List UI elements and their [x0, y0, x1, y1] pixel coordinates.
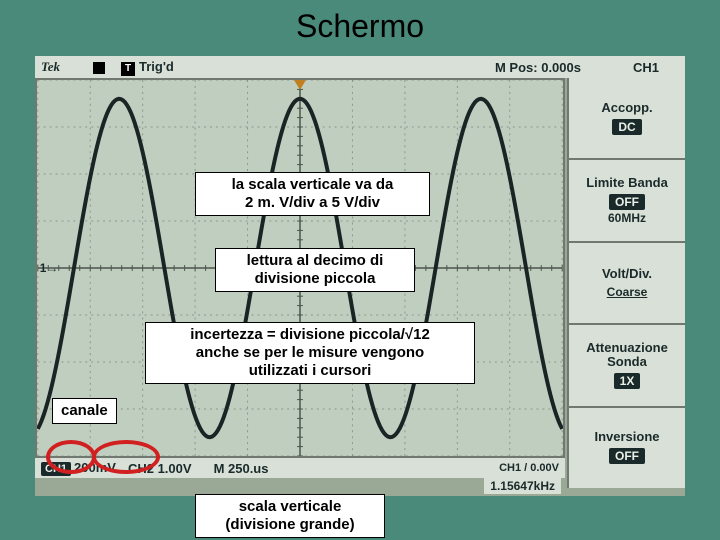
side-text: Coarse: [573, 285, 681, 299]
side-attenuazione: Attenuazione Sonda 1X: [569, 325, 685, 407]
scope-header: Tek TTrig'd M Pos: 0.000s CH1: [35, 56, 685, 78]
annotation-lettura: lettura al decimo di divisione piccola: [215, 248, 415, 292]
annotation-incertezza: incertezza = divisione piccola/√12 anche…: [145, 322, 475, 384]
side-limite-banda: Limite Banda OFF 60MHz: [569, 160, 685, 242]
side-badge: 1X: [614, 373, 641, 389]
freq-readout: 1.15647kHz: [484, 478, 561, 494]
brand-label: Tek: [35, 59, 83, 75]
side-badge: OFF: [609, 448, 645, 464]
annotation-canale: canale: [52, 398, 117, 424]
side-voltdiv: Volt/Div. Coarse: [569, 243, 685, 325]
side-label: Inversione: [573, 430, 681, 444]
side-label: Accopp.: [573, 101, 681, 115]
side-badge: DC: [612, 119, 641, 135]
annotation-scala-range: la scala verticale va da 2 m. V/div a 5 …: [195, 172, 430, 216]
trig-readout: CH1 / 0.00V: [493, 462, 565, 474]
trigd-label: TTrig'd: [115, 59, 180, 76]
timebase-readout: M 250.us: [208, 461, 275, 476]
side-label: Limite Banda: [573, 176, 681, 190]
side-label: Attenuazione Sonda: [573, 341, 681, 370]
highlight-circle-200mv: [92, 440, 160, 474]
stop-icon: [83, 60, 115, 75]
side-panel: Accopp. DC Limite Banda OFF 60MHz Volt/D…: [567, 78, 685, 488]
side-inversione: Inversione OFF: [569, 408, 685, 488]
side-accopp: Accopp. DC: [569, 78, 685, 160]
side-label: Volt/Div.: [573, 267, 681, 281]
highlight-circle-ch1: [46, 440, 96, 474]
channel-label: CH1: [627, 60, 665, 75]
side-subtext: 60MHz: [573, 211, 681, 225]
annotation-scala-verticale: scala verticale (divisione grande): [195, 494, 385, 538]
svg-text:1→: 1→: [40, 261, 58, 275]
side-badge: OFF: [609, 194, 645, 210]
mpos-label: M Pos: 0.000s: [489, 60, 587, 75]
slide-title: Schermo: [0, 0, 720, 51]
